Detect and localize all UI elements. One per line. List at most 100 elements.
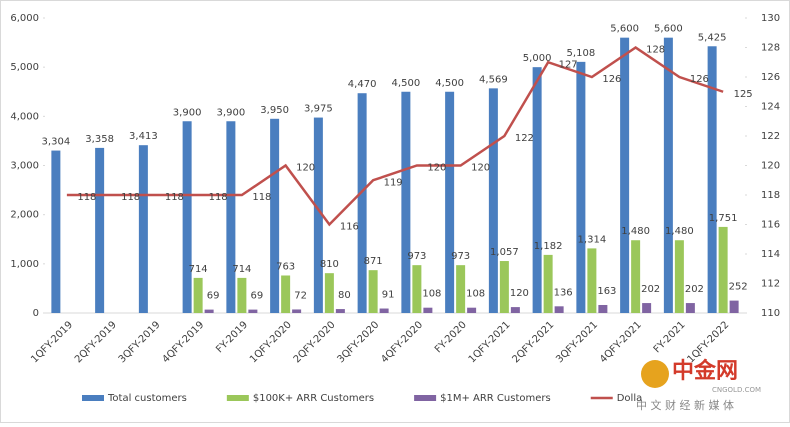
legend-label: $100K+ ARR Customers (253, 393, 374, 404)
data-label: 120 (296, 163, 315, 174)
y2-tick-label: 116 (761, 220, 780, 231)
data-label: 3,304 (42, 137, 71, 148)
data-label: 202 (641, 284, 660, 295)
data-label: 80 (338, 290, 351, 301)
data-label: 120 (510, 288, 529, 299)
y2-tick-label: 130 (761, 13, 780, 24)
data-label: 91 (382, 290, 395, 301)
y2-tick-label: 112 (761, 279, 780, 290)
data-label: 4,500 (392, 78, 421, 89)
watermark: 中金网 CNGOLD.COM 中 文 财 经 新 媒 体 (636, 358, 761, 412)
data-label: 116 (340, 222, 359, 233)
data-label: 4,470 (348, 79, 377, 90)
data-label: 1,480 (621, 226, 650, 237)
data-label: 72 (294, 290, 307, 301)
data-label: 120 (427, 163, 446, 174)
data-label: 1,182 (534, 241, 563, 252)
data-label: 118 (252, 192, 271, 203)
bar (423, 307, 433, 313)
legend-swatch (82, 395, 104, 401)
bar (292, 309, 302, 313)
logo-icon (641, 360, 669, 388)
data-label: 3,358 (85, 134, 114, 145)
data-label: 69 (207, 291, 220, 302)
bar (237, 277, 247, 313)
bar (193, 277, 203, 313)
y-tick-label: 0 (33, 308, 39, 319)
legend-swatch (226, 395, 249, 401)
y2-tick-label: 126 (761, 72, 780, 83)
data-label: 128 (646, 45, 665, 56)
y2-tick-label: 120 (761, 161, 780, 172)
data-label: 118 (209, 192, 228, 203)
data-label: 714 (189, 264, 208, 275)
bar (248, 309, 258, 313)
y-tick-label: 1,000 (10, 259, 39, 270)
data-label: 4,569 (479, 74, 508, 85)
bar (335, 309, 345, 313)
data-label: 714 (232, 264, 251, 275)
data-label: 127 (559, 59, 578, 70)
bar (663, 37, 673, 314)
bar (499, 261, 509, 313)
bar (532, 67, 542, 314)
bar (313, 117, 323, 313)
bar (270, 118, 280, 314)
y-tick-label: 6,000 (10, 13, 39, 24)
data-label: 108 (466, 289, 485, 300)
bar (456, 265, 466, 313)
data-label: 1,057 (490, 247, 519, 258)
y2-tick-label: 114 (761, 249, 780, 260)
y2-tick-label: 110 (761, 308, 780, 319)
bar (445, 91, 455, 313)
data-label: 120 (471, 163, 490, 174)
bar (718, 226, 728, 313)
y2-tick-label: 124 (761, 102, 780, 113)
y-tick-label: 5,000 (10, 62, 39, 73)
data-label: 5,000 (523, 53, 552, 64)
bar (368, 270, 378, 313)
line (66, 45, 724, 227)
y2-tick-label: 122 (761, 131, 780, 142)
y2-tick-label: 118 (761, 190, 780, 201)
bar (729, 300, 739, 313)
bar (576, 61, 586, 314)
bar (226, 121, 236, 313)
data-label: 3,975 (304, 104, 333, 115)
bar (324, 273, 334, 313)
data-label: 118 (121, 192, 140, 203)
data-label: 3,950 (260, 105, 289, 116)
data-label: 1,480 (665, 226, 694, 237)
logo-site: CNGOLD.COM (712, 386, 761, 394)
bar (631, 240, 641, 313)
data-label: 125 (734, 89, 753, 100)
legend-label: Dolla (617, 393, 643, 404)
bar (707, 46, 717, 313)
logo-text: 中金网 (672, 358, 738, 384)
bar (379, 308, 389, 313)
data-label: 119 (384, 177, 403, 188)
bar (357, 93, 367, 313)
data-label: 126 (690, 74, 709, 85)
data-label: 1,314 (578, 234, 607, 245)
bar (620, 37, 630, 314)
bar (554, 306, 564, 313)
y-tick-label: 4,000 (10, 111, 39, 122)
logo-slogan: 中 文 财 经 新 媒 体 (636, 398, 734, 412)
data-label: 3,900 (173, 107, 202, 118)
data-label: 69 (251, 291, 264, 302)
data-label: 871 (364, 256, 383, 267)
data-label: 973 (451, 251, 470, 262)
data-label: 126 (602, 74, 621, 85)
data-label: 118 (165, 192, 184, 203)
data-label: 5,600 (610, 24, 639, 35)
bar (587, 248, 597, 313)
data-label: 4,500 (435, 78, 464, 89)
bar (598, 304, 608, 313)
data-label: 108 (422, 289, 441, 300)
y-tick-label: 3,000 (10, 161, 39, 172)
y2-tick-label: 128 (761, 43, 780, 54)
data-label: 202 (685, 284, 704, 295)
data-label: 5,600 (654, 24, 683, 35)
data-label: 252 (729, 282, 748, 293)
